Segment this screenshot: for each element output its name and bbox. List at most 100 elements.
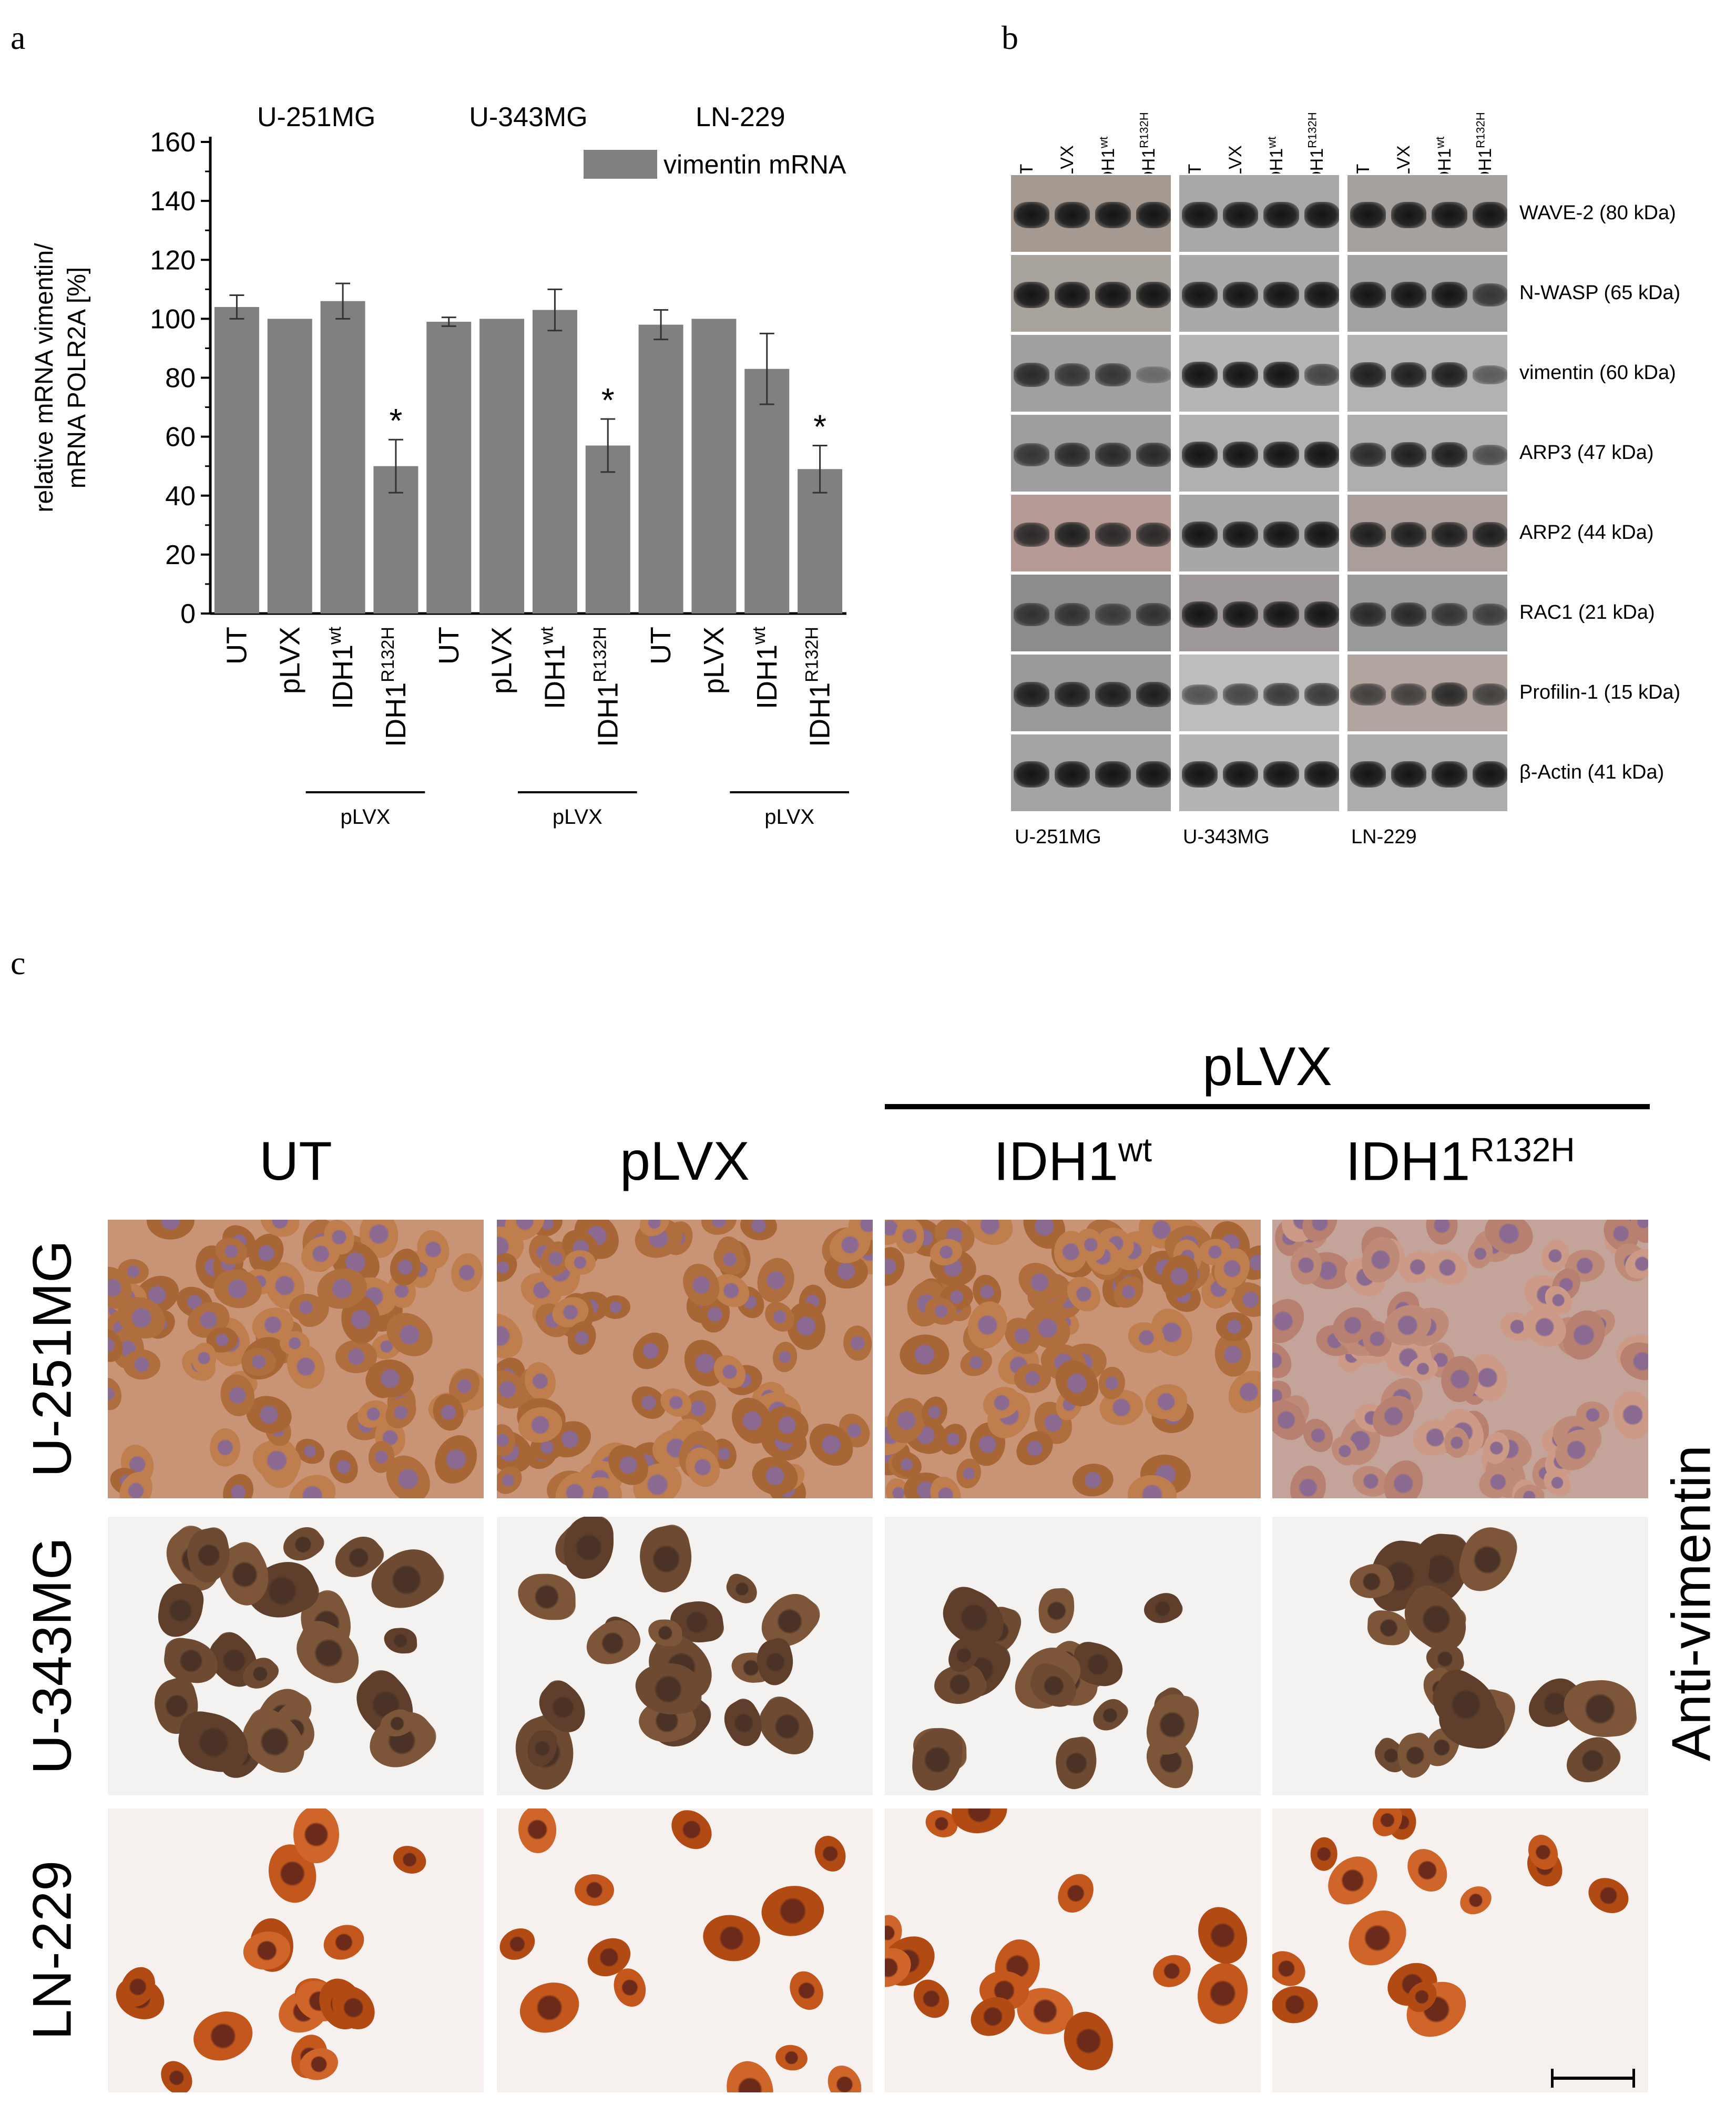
bar: [320, 301, 365, 614]
blot-strip: [1178, 253, 1341, 333]
cell-shape: [699, 1910, 764, 1966]
blot-band: [1472, 365, 1507, 385]
cell-shape: [154, 2055, 198, 2092]
blot-band: [1095, 202, 1131, 228]
blot-band: [1014, 523, 1049, 547]
blot-band: [1350, 362, 1386, 387]
cell-shape: [1610, 1388, 1648, 1442]
significance-marker: *: [389, 402, 402, 440]
blot-band: [1432, 522, 1467, 547]
cell-shape: [773, 2042, 809, 2073]
cell-shape: [427, 1428, 484, 1490]
cell-shape: [1053, 1734, 1101, 1791]
y-tick-label: 140: [150, 186, 196, 217]
blot-strip: [1346, 573, 1509, 653]
cell-shape: [187, 2004, 259, 2068]
micro-row-label: LN-229: [22, 1860, 83, 2040]
x-tick-label: IDH1wt: [325, 626, 359, 709]
cell-shape: [574, 1873, 615, 1906]
blot-band: [1136, 523, 1171, 547]
blot-band: [1095, 363, 1131, 386]
group-bracket-label: pLVX: [341, 805, 391, 829]
blot-band: [1350, 683, 1386, 706]
blot-band: [1432, 682, 1467, 707]
cell-shape: [383, 1627, 418, 1654]
cell-shape: [448, 1251, 484, 1294]
blot-band: [1136, 761, 1171, 788]
x-tick-label: IDH1wt: [537, 626, 570, 709]
group-label: U-251MG: [257, 102, 375, 132]
blot-band: [1263, 282, 1299, 308]
microscopy-panel: pLVX UT pLVX IDH1wt IDH1R132H U-251MG U-343MG L…: [0, 1025, 1736, 2105]
blot-band: [1472, 522, 1507, 547]
error-bar: [388, 438, 403, 494]
cell-shape: [218, 1469, 259, 1498]
y-tick-label: 100: [150, 304, 196, 334]
cell-shape: [648, 1619, 682, 1647]
blot-strip: [1178, 573, 1341, 653]
blot-cell-line-label: U-343MG: [1183, 826, 1270, 848]
blot-band: [1182, 442, 1218, 468]
blot-band: [1014, 603, 1049, 626]
cell-shape: [1559, 1728, 1627, 1794]
blot-band: [1350, 522, 1386, 547]
micrograph-image: [497, 1808, 873, 2092]
significance-marker: *: [601, 381, 615, 419]
blot-band: [1263, 761, 1299, 788]
blot-band: [1222, 202, 1258, 228]
blot-band: [1472, 444, 1507, 465]
micro-row-label: U-251MG: [22, 1240, 83, 1477]
bar: [267, 319, 312, 614]
blot-band: [1472, 761, 1507, 788]
blot-band: [1350, 282, 1386, 308]
scale-bar: [1551, 2077, 1635, 2080]
cell-shape: [1014, 1363, 1052, 1394]
blot-band: [1136, 443, 1171, 467]
blot-band: [1182, 282, 1218, 308]
blot-band: [1350, 443, 1386, 467]
bar: [691, 319, 737, 614]
blot-band: [1182, 761, 1218, 788]
micro-column-label: UT: [259, 1131, 332, 1192]
blot-band: [1095, 282, 1131, 308]
blot-band: [1054, 443, 1090, 467]
micrograph-image: [885, 1808, 1261, 2092]
blot-band: [1472, 683, 1507, 706]
cell-shape: [517, 1573, 576, 1621]
blot-band: [1095, 682, 1131, 707]
micrograph-image: [497, 1220, 873, 1498]
error-bar: [759, 332, 774, 405]
blot-band: [1472, 604, 1507, 626]
blot-band: [1432, 202, 1467, 228]
bar: [744, 369, 790, 614]
blot-band: [1304, 761, 1339, 788]
blot-band: [1432, 442, 1467, 467]
panel-b-letter: b: [1002, 19, 1018, 56]
micro-column-label: IDH1wt: [994, 1131, 1152, 1192]
blot-strip: [1178, 493, 1341, 573]
blot-strip: [1009, 653, 1172, 733]
blot-band: [1136, 603, 1171, 626]
cell-shape: [1050, 1867, 1101, 1919]
blot-band: [1432, 761, 1467, 788]
western-blot-panel: UTpLVXIDH1wtIDH1R132HU-251MGUTpLVXIDH1wt…: [999, 95, 1735, 883]
panel-a-letter: a: [11, 19, 26, 56]
micrograph-image: [1272, 1808, 1648, 2092]
blot-band: [1182, 522, 1218, 548]
blot-strip: [1178, 733, 1341, 813]
cell-shape: [699, 1220, 739, 1238]
cell-shape: [722, 1571, 762, 1607]
error-bar: [653, 309, 669, 341]
significance-marker: *: [813, 407, 826, 445]
blot-band: [1432, 603, 1467, 626]
blot-band: [1095, 443, 1131, 467]
blot-band: [1095, 761, 1131, 788]
blot-band: [1304, 522, 1339, 548]
blot-band: [1014, 682, 1049, 707]
micro-column-label: pLVX: [620, 1131, 750, 1192]
blot-protein-label: β-Actin (41 kDa): [1519, 761, 1664, 783]
blot-band: [1222, 362, 1258, 388]
cell-shape: [1400, 1841, 1456, 1899]
micrograph-image: [1272, 1220, 1648, 1498]
cell-shape: [738, 1220, 779, 1243]
